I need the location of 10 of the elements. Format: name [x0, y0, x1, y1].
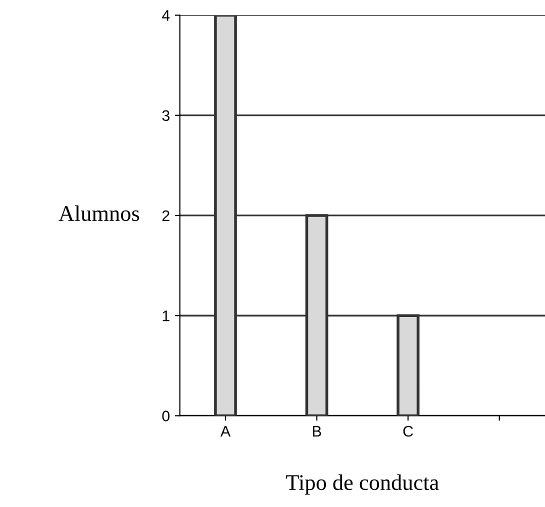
y-tick-label: 1	[162, 310, 170, 322]
x-tick-label: C	[403, 426, 414, 437]
x-tick-label: A	[220, 426, 231, 437]
y-axis-title: Alumnos	[58, 205, 140, 222]
x-axis-title: Tipo de conducta	[286, 474, 439, 495]
x-tick-label: B	[312, 426, 322, 437]
y-tick-label: 0	[162, 410, 170, 422]
y-tick-label: 3	[162, 110, 170, 122]
y-tick-label: 4	[162, 10, 170, 21]
y-tick-label: 2	[162, 210, 170, 222]
